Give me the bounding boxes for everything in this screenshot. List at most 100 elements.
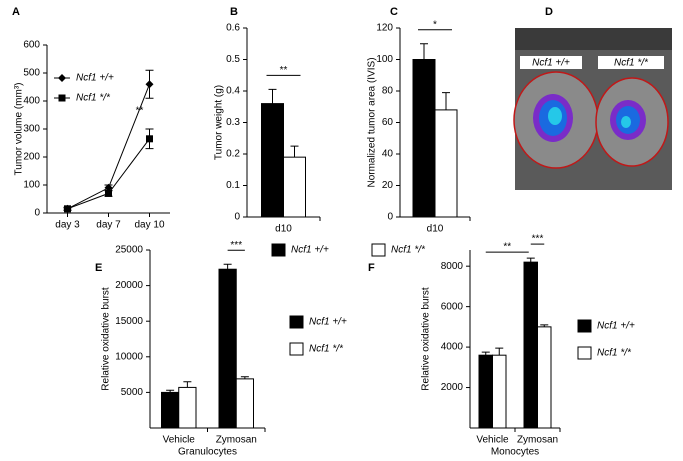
y-tick-label: 0.4	[226, 86, 240, 97]
y-tick-label: 8000	[441, 261, 464, 272]
legend-label: Ncf1 */*	[309, 344, 344, 355]
marker	[146, 135, 153, 143]
x-tick-label: Vehicle	[163, 435, 196, 446]
y-tick-label: 100	[376, 54, 393, 65]
y-tick-label: 4000	[441, 342, 464, 353]
x-axis-label: Granulocytes	[178, 447, 237, 458]
x-tick-label: Zymosan	[216, 435, 257, 446]
y-tick-label: 40	[382, 149, 394, 160]
y-tick-label: 600	[23, 40, 40, 51]
annotation: **	[280, 65, 288, 76]
panel-label: F	[368, 262, 375, 274]
legend-label: Ncf1 +/+	[76, 73, 114, 84]
label-box	[520, 56, 582, 69]
annotation: *	[433, 19, 437, 30]
y-tick-label: 0.3	[226, 117, 240, 128]
x-tick-label: d10	[275, 224, 292, 235]
y-tick-label: 500	[23, 68, 40, 79]
y-tick-label: 80	[382, 86, 394, 97]
bar	[178, 386, 197, 429]
legend-swatch	[371, 243, 386, 257]
y-tick-label: 0	[387, 212, 393, 223]
legend-marker	[58, 74, 66, 82]
marker	[145, 80, 154, 89]
x-tick-label: day 3	[55, 220, 80, 231]
legend-label: Ncf1 +/+	[309, 317, 347, 328]
annotation: **	[503, 242, 511, 253]
bar	[283, 156, 306, 218]
marker	[104, 183, 113, 192]
y-tick-label: 120	[376, 23, 393, 34]
x-tick-label: day 7	[96, 220, 121, 231]
bar	[161, 391, 180, 429]
bar	[492, 354, 507, 429]
label-box	[598, 56, 664, 69]
legend-swatch	[577, 346, 592, 360]
panel-d: D Ncf1 +/+ Ncf1 */*	[513, 6, 672, 190]
bar	[537, 326, 552, 429]
legend-marker	[58, 94, 66, 102]
legend-label: Ncf1 */*	[597, 348, 632, 359]
panel-label: C	[390, 6, 398, 18]
y-tick-label: 15000	[115, 316, 143, 327]
y-tick-label: 25000	[115, 245, 143, 256]
y-tick-label: 5000	[121, 387, 144, 398]
legend-swatch	[271, 243, 286, 257]
y-tick-label: 2000	[441, 382, 464, 393]
panel-label: E	[95, 262, 102, 274]
x-tick-label: d10	[427, 224, 444, 235]
legend-label: Ncf1 +/+	[597, 321, 635, 332]
y-axis-label: Tumor volume (mm³)	[14, 83, 25, 176]
y-tick-label: 20	[382, 180, 394, 191]
marker	[64, 205, 71, 213]
annotation: **	[136, 105, 144, 116]
legend-label: Ncf1 */*	[76, 93, 111, 104]
y-tick-label: 100	[23, 180, 40, 191]
y-tick-label: 6000	[441, 301, 464, 312]
image-label: Ncf1 */*	[614, 58, 649, 69]
annotation: ***	[230, 240, 242, 251]
bar	[434, 109, 458, 218]
y-tick-label: 10000	[115, 351, 143, 362]
panel-label: A	[12, 6, 20, 18]
legend-swatch	[289, 315, 304, 329]
panel-label: B	[230, 6, 238, 18]
y-tick-label: 300	[23, 124, 40, 135]
x-tick-label: Vehicle	[476, 435, 509, 446]
y-tick-label: 60	[382, 117, 394, 128]
y-axis-label: Relative oxidative burst	[101, 287, 112, 391]
bar	[478, 354, 493, 429]
bar	[235, 378, 254, 429]
panel-label: D	[545, 6, 553, 18]
image-label: Ncf1 +/+	[532, 58, 570, 69]
marker	[105, 189, 112, 197]
x-tick-label: day 10	[134, 220, 164, 231]
signal	[621, 116, 631, 128]
legend-swatch	[289, 342, 304, 356]
y-axis-label: Tumor weight (g)	[214, 85, 225, 160]
y-tick-label: 20000	[115, 280, 143, 291]
y-tick-label: 0	[234, 212, 240, 223]
signal	[548, 107, 562, 125]
bar	[261, 103, 284, 218]
y-tick-label: 0.5	[226, 54, 240, 65]
annotation: ***	[532, 234, 544, 245]
y-tick-label: 0	[34, 208, 40, 219]
y-axis-label: Normalized tumor area (IVIS)	[367, 57, 378, 187]
legend-label: Ncf1 */*	[391, 245, 426, 256]
legend-swatch	[577, 319, 592, 333]
x-axis-label: Monocytes	[491, 447, 539, 458]
y-axis-label: Relative oxidative burst	[421, 287, 432, 391]
y-tick-label: 400	[23, 96, 40, 107]
x-tick-label: Zymosan	[517, 435, 558, 446]
image-shadow	[515, 28, 672, 50]
line	[67, 138, 150, 210]
bar	[523, 261, 538, 429]
y-tick-label: 200	[23, 152, 40, 163]
y-tick-label: 0.6	[226, 23, 240, 34]
bar	[218, 268, 237, 429]
legend-label: Ncf1 +/+	[291, 245, 329, 256]
bar	[412, 59, 436, 218]
y-tick-label: 0.2	[226, 149, 240, 160]
